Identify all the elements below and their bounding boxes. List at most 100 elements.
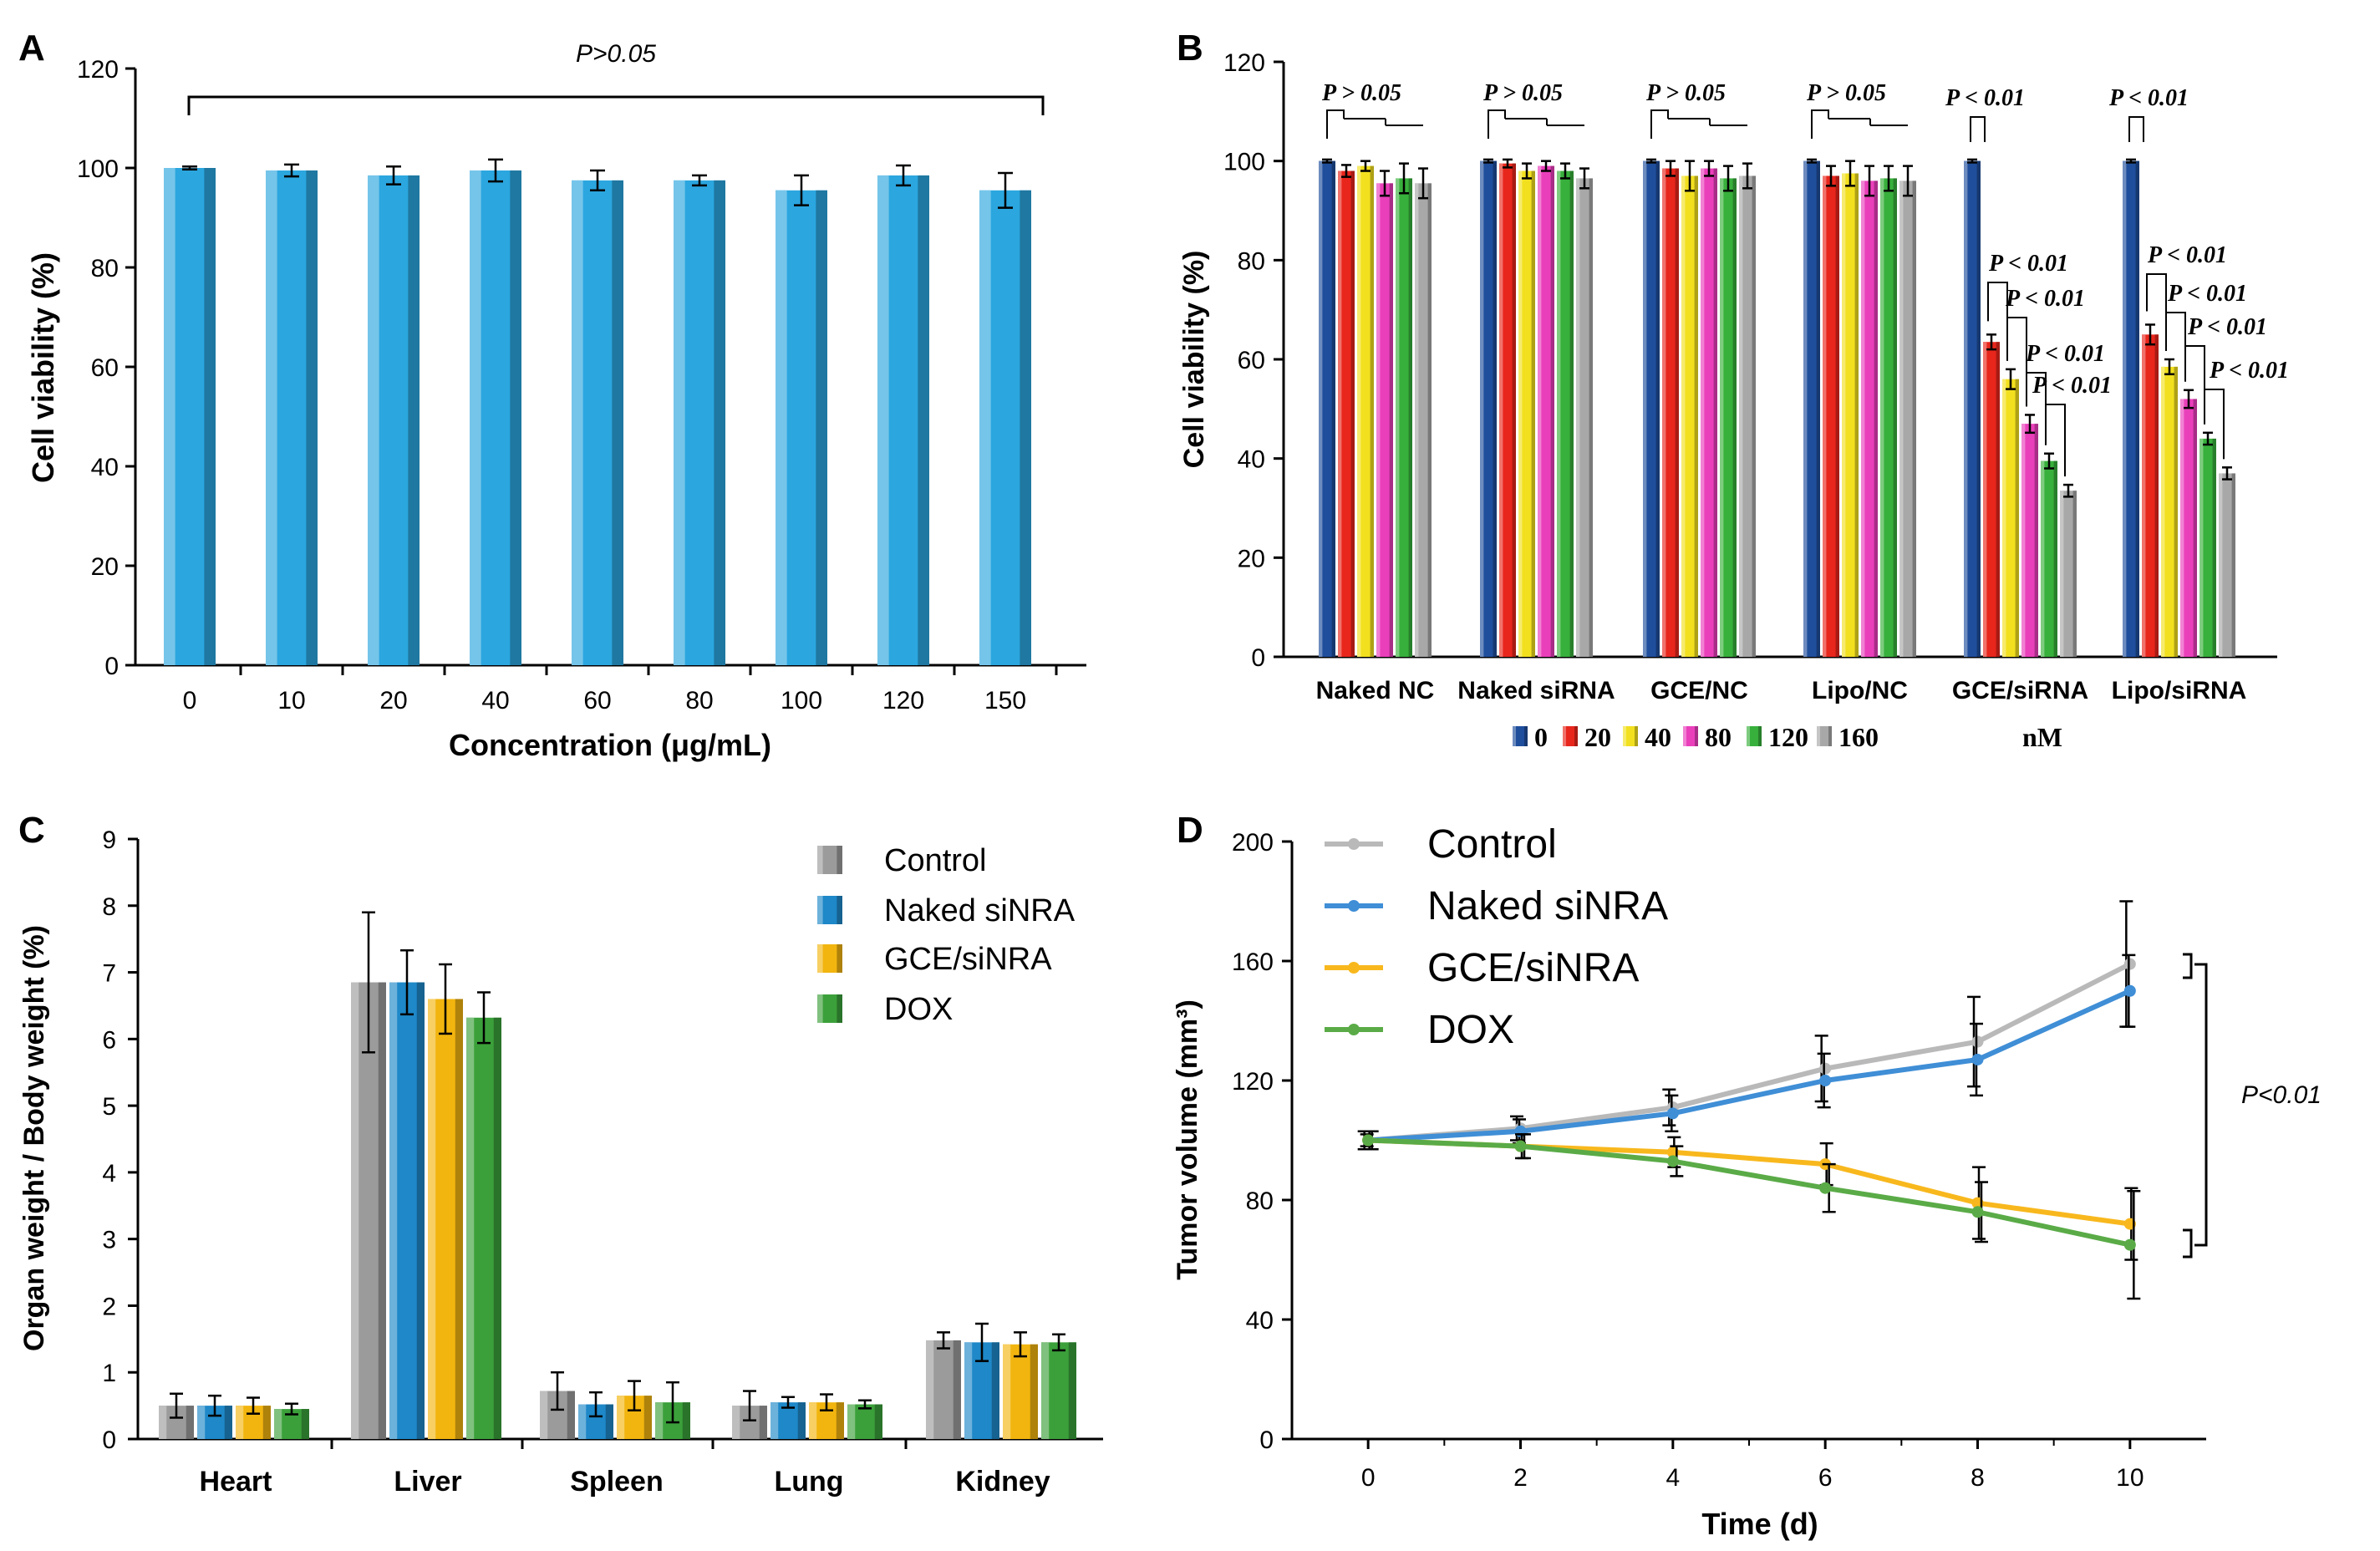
panel-b-sig-label: P < 0.01 <box>1988 251 2068 277</box>
panel-b-error-bar <box>1541 160 1551 172</box>
panel-c-ytick-label: 5 <box>102 1093 116 1121</box>
panel-b-bar <box>1681 175 1698 657</box>
panel-a-error-bar <box>386 165 401 186</box>
panel-c-bar <box>732 1406 767 1439</box>
panel-b-bar <box>1899 181 1916 657</box>
panel-b-error-bar <box>1322 158 1332 164</box>
panel-b-error-bar <box>2203 431 2213 446</box>
panel-c-error-bar <box>247 1396 260 1415</box>
panel-a-ytick-label: 0 <box>104 653 119 680</box>
panel-c-legend-label: Control <box>884 843 987 878</box>
panel-b-sig-label: P < 0.01 <box>2025 341 2105 367</box>
panel-d-legend-marker <box>1348 900 1360 912</box>
panel-b-error-bar <box>2044 452 2054 470</box>
panel-c-chart: 0 1 2 3 4 5 6 7 8 9 Heart Liver Spleen Lung Kidney Org… <box>18 826 1103 1498</box>
panel-d-line <box>1367 961 2132 1143</box>
panel-b-error-bar <box>1560 162 1570 180</box>
panel-b-bar <box>2041 460 2057 657</box>
panel-d-line <box>1367 989 2132 1143</box>
panel-d-marker <box>1971 1206 1984 1218</box>
panel-d-legend-marker <box>1348 838 1360 850</box>
panel-b-error-bar <box>2025 414 2035 435</box>
panel-b-sig-label: P < 0.01 <box>1945 85 2025 111</box>
panel-d-marker <box>2123 984 2136 997</box>
panel-b-chart: 0 20 40 60 80 100 120 Naked NC Naked siRNA GCE/NC… <box>1178 49 2289 752</box>
panel-a-bar <box>572 180 623 665</box>
panel-b-ns-bracket <box>1488 109 1584 139</box>
panel-b-error-bar <box>2145 323 2155 346</box>
panel-b-legend-swatch <box>1683 726 1698 746</box>
panel-d-marker <box>1666 1107 1679 1120</box>
panel-c-error-bar <box>666 1381 679 1424</box>
panel-b-error-bar <box>1522 162 1532 180</box>
panel-b-error-bar <box>1646 158 1656 164</box>
panel-b-bar <box>1861 181 1878 657</box>
panel-c-ytick-label: 4 <box>102 1160 116 1187</box>
panel-d-legend-item: Control <box>1325 822 1557 867</box>
panel-b-error-bar <box>1845 160 1855 187</box>
panel-c-bar <box>351 982 386 1439</box>
panel-c-label: C <box>18 810 45 851</box>
panel-c-bar <box>428 999 463 1439</box>
panel-d-xtick-label: 2 <box>1513 1464 1528 1492</box>
panel-b-legend: 0 20 40 80 120 160 <box>1513 722 1879 752</box>
panel-b-legend-swatch <box>1513 726 1528 746</box>
panel-d-label: D <box>1177 810 1203 851</box>
panel-b-error-bar <box>1685 160 1695 192</box>
panel-b-bar <box>1739 175 1756 657</box>
panel-b-sig-label: P < 0.01 <box>2167 281 2247 307</box>
panel-c-ytick-label: 6 <box>102 1026 116 1054</box>
panel-b-legend-label: 80 <box>1705 722 1732 752</box>
panel-c-legend-item: GCE/siNRA <box>817 942 1052 977</box>
panel-b-legend-label: 0 <box>1534 722 1548 752</box>
panel-d-end-brackets <box>2183 953 2193 1259</box>
panel-b-sig-brackets <box>1970 116 2066 477</box>
panel-b-bar <box>1538 165 1554 658</box>
panel-b-ns-bracket <box>1650 109 1747 139</box>
panel-b-category-label: Naked siRNA <box>1457 677 1615 704</box>
panel-d-chart: 0 40 80 120 160 200 0 2 4 6 8 10 Tumor volume (mm³)… <box>1172 822 2322 1541</box>
panel-c-error-bar <box>362 911 375 1054</box>
panel-b-bar <box>2021 424 2038 657</box>
panel-b-ytick-label: 60 <box>1238 347 1265 374</box>
panel-b-legend-label: 160 <box>1838 722 1879 752</box>
panel-b-bar <box>1499 163 1516 658</box>
panel-a-error-bar <box>284 163 299 178</box>
panel-a-bar <box>674 180 725 665</box>
panel-d-xtick-label: 10 <box>2116 1464 2144 1492</box>
panel-a-xtick-label: 150 <box>984 687 1026 714</box>
panel-a-error-bar <box>896 164 911 187</box>
panel-a-error-bar <box>998 171 1013 209</box>
panel-d-legend: Control Naked siNRA GCE/siNRA DOX <box>1325 822 1668 1052</box>
panel-c-ytick-label: 8 <box>102 893 116 921</box>
panel-b-error-bar <box>2184 389 2194 409</box>
panel-a-bar <box>164 168 216 665</box>
panel-c-legend-swatch <box>817 896 842 924</box>
panel-b-error-bar <box>1884 165 1894 192</box>
panel-c-legend: Control Naked siNRA GCE/siNRA DOX <box>817 843 1076 1027</box>
panel-d-legend-marker <box>1348 962 1360 974</box>
panel-d-legend-label: GCE/siNRA <box>1427 946 1639 990</box>
panel-a-bar <box>470 170 521 666</box>
panel-b-bar <box>2060 491 2077 657</box>
panel-c-error-bar <box>1014 1331 1027 1358</box>
panel-d-legend-label: DOX <box>1427 1008 1514 1052</box>
panel-a-bar <box>368 175 420 666</box>
panel-b-error-bar <box>1704 160 1714 177</box>
panel-a-error-bar <box>692 174 707 187</box>
panel-a-error-bar <box>590 169 605 192</box>
panel-a-bar <box>776 190 827 665</box>
panel-c-error-bar <box>975 1322 989 1362</box>
panel-c-error-bar <box>937 1331 950 1350</box>
panel-d-ytick-label: 0 <box>1259 1426 1274 1454</box>
panel-d-xtick-label: 6 <box>1818 1464 1833 1492</box>
panel-d-marker <box>1819 1062 1832 1075</box>
panel-b-bar <box>2161 366 2178 657</box>
panel-b-category-label: Lipo/siRNA <box>2112 677 2247 704</box>
panel-d-legend-marker <box>1348 1024 1360 1035</box>
panel-b-legend-swatch <box>1747 726 1762 746</box>
panel-b-error-bar <box>2222 466 2232 481</box>
panel-d-marker <box>1514 1140 1527 1152</box>
panel-d-line <box>1368 1137 2131 1248</box>
panel-b-sig-brackets <box>2128 116 2225 460</box>
